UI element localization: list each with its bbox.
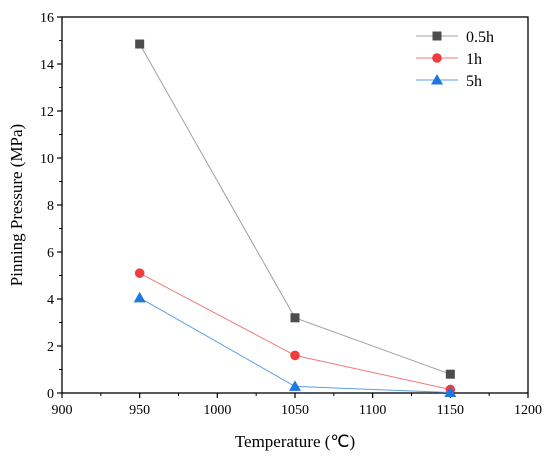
x-tick-label: 950	[129, 403, 150, 418]
legend-label: 5h	[466, 73, 482, 90]
x-axis-title: Temperature (℃)	[235, 432, 355, 451]
legend-item: 5h	[416, 73, 482, 90]
data-point-square	[445, 369, 455, 379]
x-tick-label: 1000	[203, 403, 231, 418]
x-tick-label: 900	[52, 403, 73, 418]
data-point-triangle	[444, 386, 457, 398]
y-tick-label: 14	[40, 58, 54, 73]
data-point-circle	[290, 350, 300, 361]
y-tick-label: 8	[47, 199, 54, 214]
data-point-square	[290, 313, 300, 323]
y-tick-label: 16	[40, 11, 54, 26]
legend-item: 1h	[416, 51, 482, 68]
series-line	[139, 272, 451, 390]
legend-marker-square	[432, 31, 442, 41]
legend-marker-circle	[432, 53, 442, 63]
data-point-circle	[134, 268, 145, 278]
x-tick-label: 1150	[437, 403, 464, 418]
legend: 0.5h 1h 5h	[416, 29, 494, 90]
axis-ticks: 900 950 1000 1050 1100 1150 1200 0 2 4 6 8 10 12 14 16	[40, 11, 542, 418]
series-1	[134, 268, 456, 395]
data-series	[133, 39, 457, 398]
y-tick-label: 6	[47, 246, 54, 261]
x-tick-label: 1100	[359, 403, 386, 418]
series-0	[135, 39, 455, 379]
series-line	[139, 297, 451, 394]
y-tick-label: 2	[47, 340, 54, 355]
y-axis-title: Pinning Pressure (MPa)	[7, 124, 26, 286]
data-point-square	[135, 39, 145, 49]
y-tick-label: 12	[40, 105, 54, 120]
y-tick-label: 0	[47, 387, 54, 402]
data-point-triangle	[289, 380, 301, 391]
plot-frame	[61, 16, 529, 394]
legend-label: 0.5h	[466, 29, 494, 46]
y-tick-label: 4	[47, 293, 54, 308]
series-2	[133, 291, 457, 398]
x-tick-label: 1200	[514, 403, 542, 418]
legend-marker-triangle	[431, 74, 443, 85]
y-tick-label: 10	[40, 152, 54, 167]
legend-label: 1h	[466, 51, 482, 68]
x-tick-label: 1050	[281, 403, 309, 418]
legend-item: 0.5h	[416, 29, 494, 46]
data-point-triangle	[133, 291, 146, 303]
